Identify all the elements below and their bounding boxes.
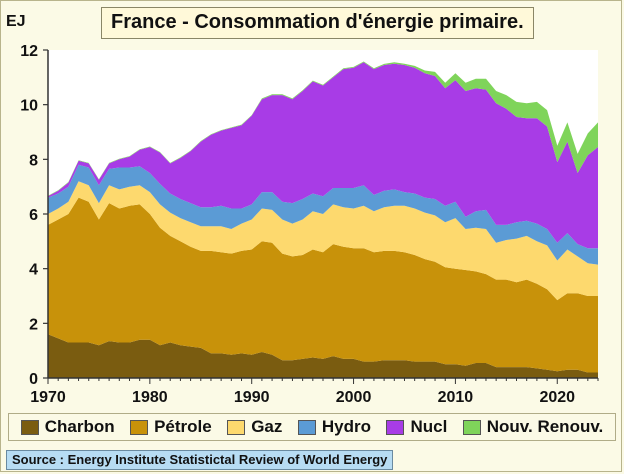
legend-swatch: [130, 419, 149, 435]
legend-swatch: [462, 419, 481, 435]
area-p-trole: [48, 197, 598, 373]
y-tick-label: 6: [29, 207, 38, 224]
y-tick-label: 4: [29, 262, 38, 279]
chart-title: France - Consommation d'énergie primaire…: [101, 7, 534, 39]
source-note: Source : Energy Institute Statistictal R…: [6, 450, 394, 470]
legend: Charbon Pétrole Gaz Hydro Nucl Nouv. Renouv.: [8, 413, 616, 441]
axes: 0 2 4 6 8 10 12 1970 1980 1990 2000 2010 2020: [20, 43, 599, 406]
y-tick-label: 12: [20, 43, 38, 60]
legend-item: Hydro: [297, 417, 371, 437]
legend-swatch: [297, 419, 316, 435]
legend-label: Gaz: [251, 417, 283, 436]
legend-swatch: [386, 419, 405, 435]
stacked-areas: [48, 50, 598, 378]
legend-item: Nucl: [386, 417, 447, 437]
x-tick-label: 2020: [539, 389, 575, 406]
legend-label: Charbon: [44, 417, 115, 436]
legend-label: Nucl: [410, 417, 448, 436]
x-tick-label: 1980: [132, 389, 168, 406]
legend-label: Hydro: [321, 417, 371, 436]
x-tick-label: 2010: [438, 389, 474, 406]
x-tick-label: 1990: [234, 389, 270, 406]
x-tick-label: 2000: [336, 389, 372, 406]
legend-label: Nouv. Renouv.: [486, 417, 604, 436]
area-gaz: [48, 181, 598, 301]
legend-swatch: [227, 419, 246, 435]
y-axis-label: EJ: [6, 13, 26, 30]
x-tick-label: 1970: [30, 389, 66, 406]
y-tick-label: 0: [29, 371, 38, 388]
legend-item: Nouv. Renouv.: [462, 417, 604, 437]
legend-label: Pétrole: [154, 417, 212, 436]
area-hydro: [48, 164, 598, 265]
legend-swatch: [20, 419, 39, 435]
y-tick-label: 8: [29, 152, 38, 169]
legend-item: Charbon: [20, 417, 115, 437]
legend-item: Pétrole: [130, 417, 212, 437]
area-nucl: [48, 62, 598, 249]
area-charbon: [48, 334, 598, 378]
y-tick-label: 2: [29, 316, 38, 333]
legend-item: Gaz: [227, 417, 282, 437]
y-tick-label: 10: [20, 98, 38, 115]
